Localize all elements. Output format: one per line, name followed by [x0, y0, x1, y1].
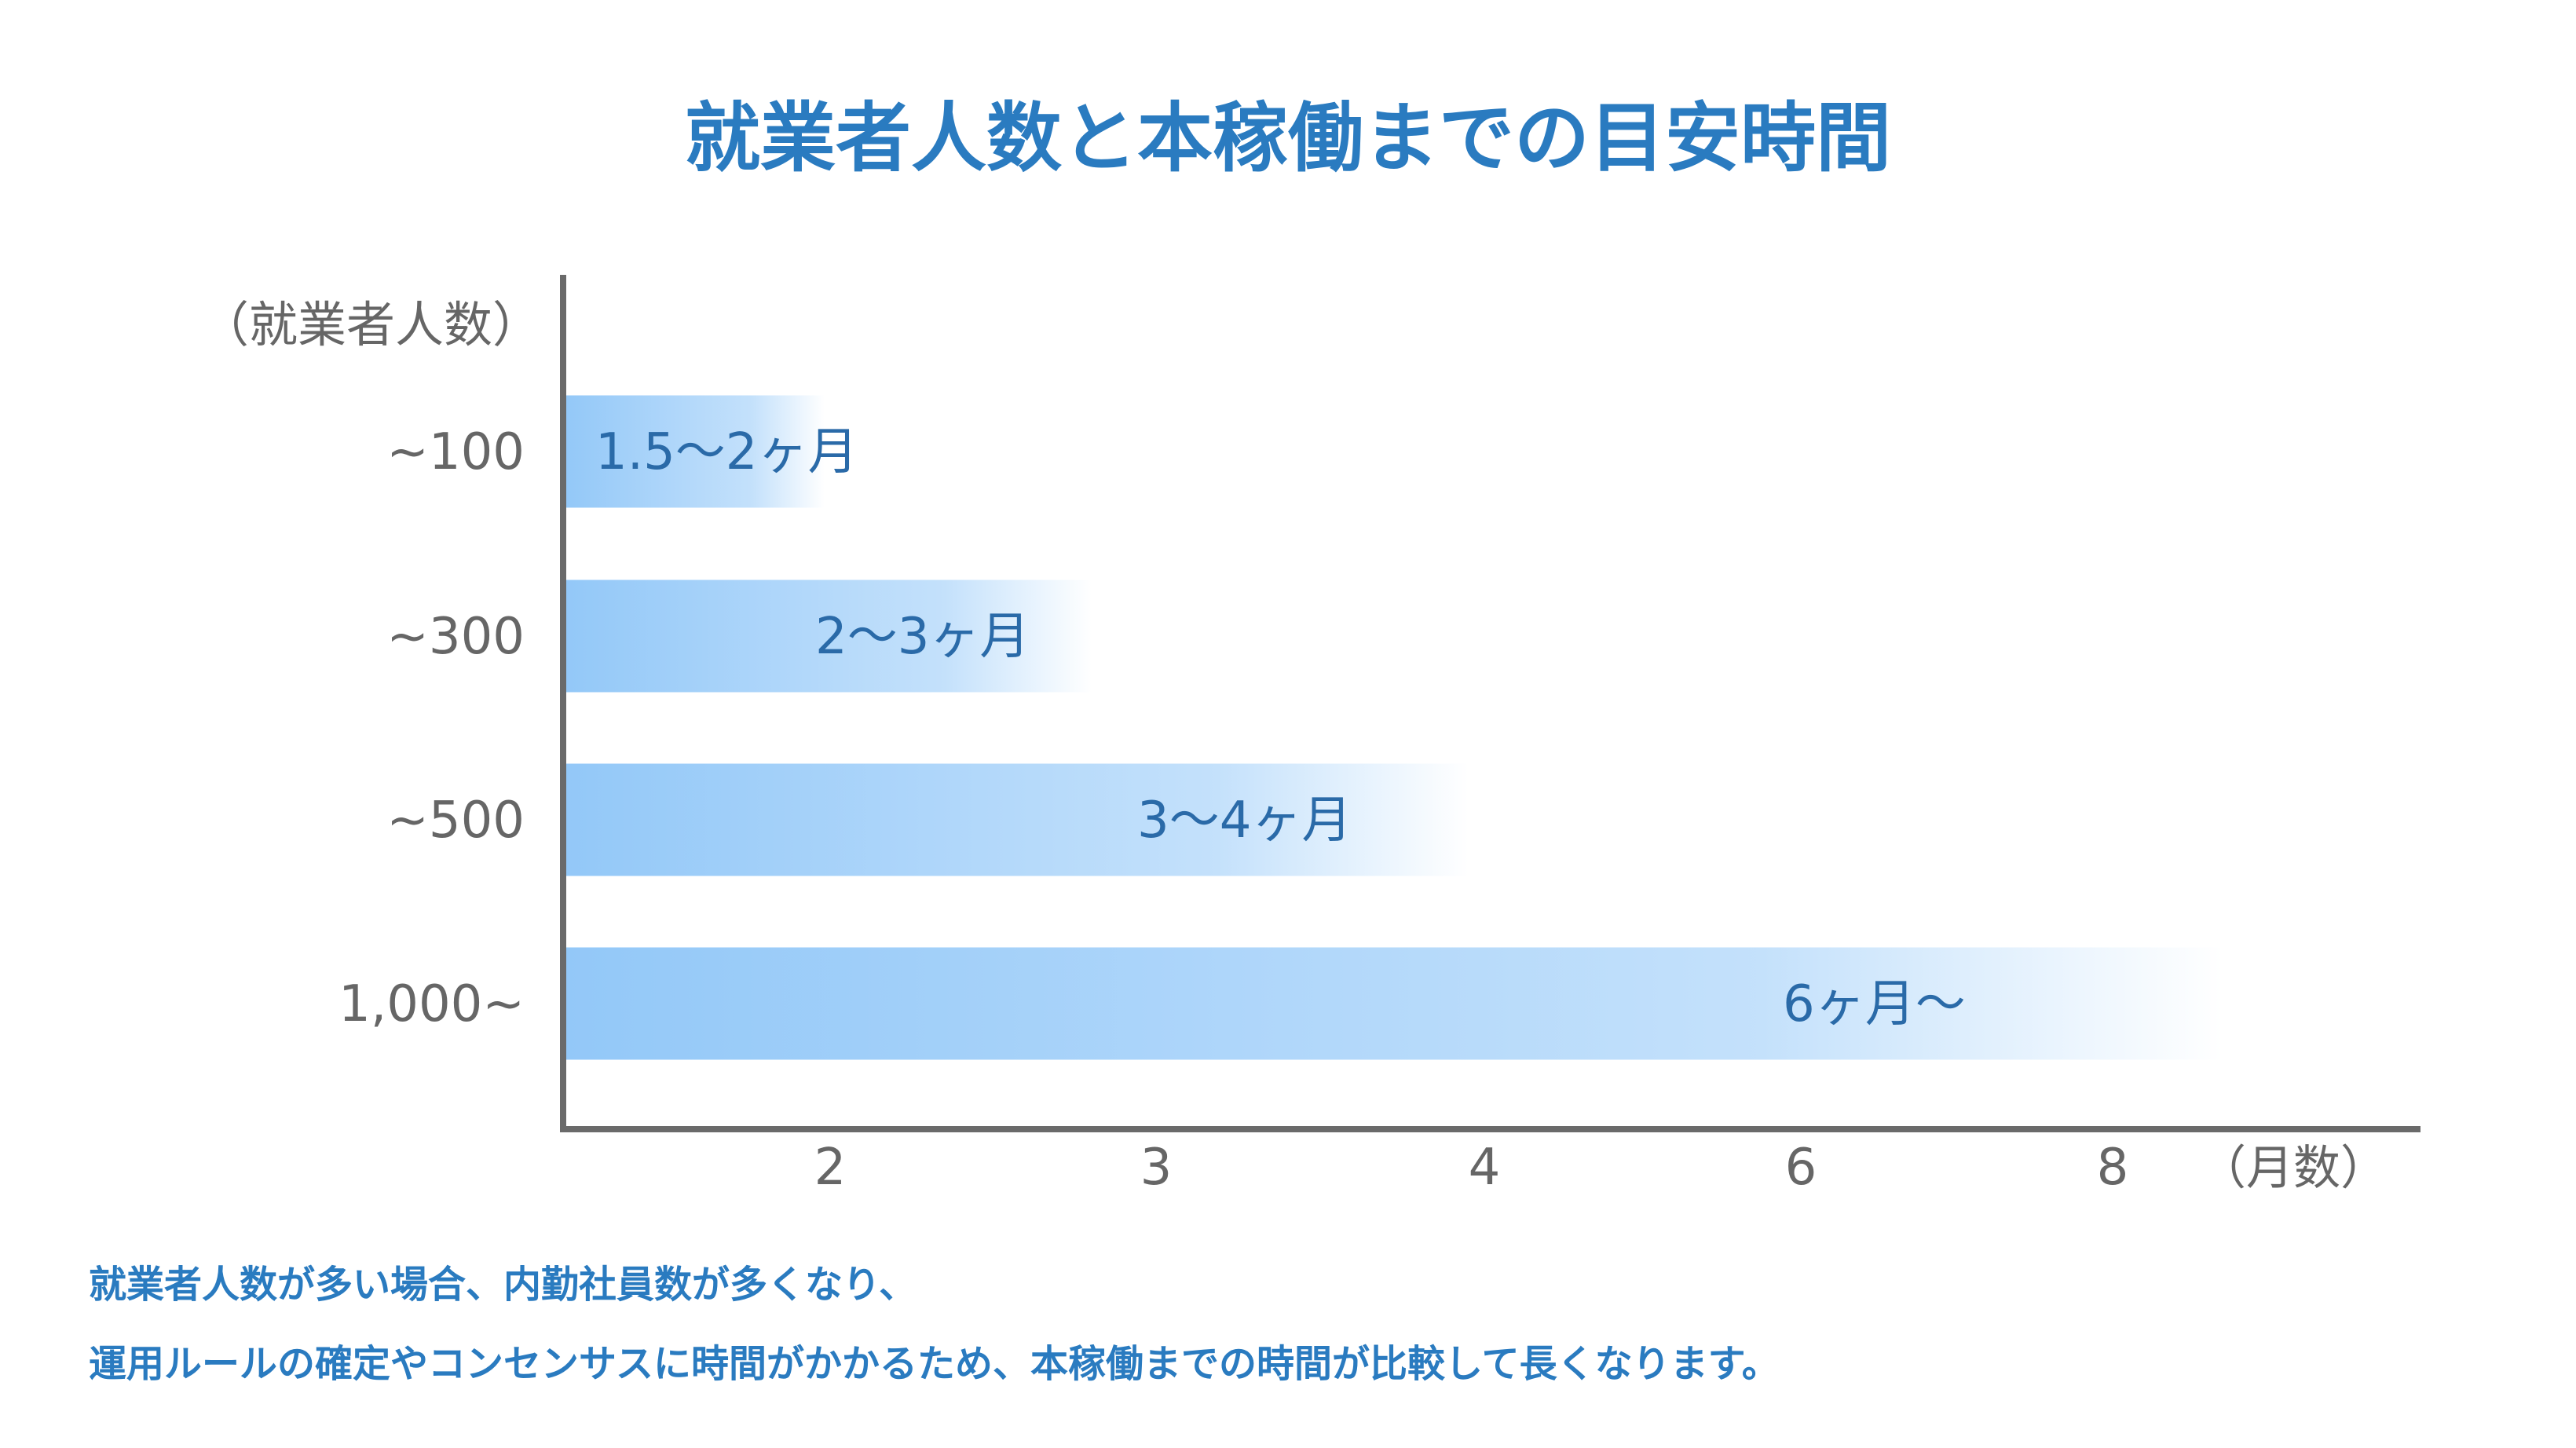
bar-4 — [565, 947, 2223, 1060]
category-label-2: ~300 — [386, 608, 525, 666]
bar-3 — [565, 763, 1469, 876]
category-label-1: ~100 — [386, 423, 525, 481]
category-label-4: 1,000~ — [338, 975, 525, 1033]
footnote-line-1: 就業者人数が多い場合、内勤社員数が多くなり、 — [89, 1263, 917, 1307]
bar-1 — [565, 395, 825, 508]
x-tick-label-4: 4 — [1469, 1139, 1501, 1197]
bar-label-2: 2〜3ヶ月 — [815, 608, 1030, 666]
bar-2 — [565, 580, 1092, 693]
bar-label-1: 1.5〜2ヶ月 — [595, 423, 858, 481]
footnote-line-2: 運用ルールの確定やコンセンサスに時間がかかるため、本稼働までの時間が比較して長く… — [89, 1342, 1780, 1386]
x-tick-label-2: 2 — [814, 1139, 847, 1197]
y-axis-label: （就業者人数） — [200, 296, 541, 353]
category-label-3: ~500 — [386, 792, 525, 850]
chart-title: 就業者人数と本稼働までの目安時間 — [685, 94, 1891, 182]
bar-label-4: 6ヶ月〜 — [1783, 975, 1966, 1033]
x-tick-label-3: 3 — [1140, 1139, 1173, 1197]
bar-label-3: 3〜4ヶ月 — [1137, 792, 1352, 850]
x-tick-label-6: 6 — [1785, 1139, 1817, 1197]
x-axis-label: （月数） — [2199, 1141, 2388, 1196]
x-tick-label-8: 8 — [2097, 1139, 2129, 1197]
